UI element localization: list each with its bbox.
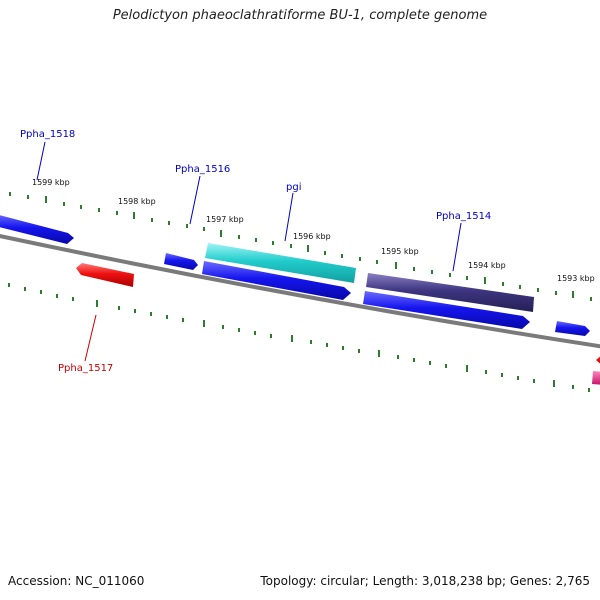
tick-label: 1599 kbp [32, 178, 70, 187]
leader-line [36, 141, 46, 181]
gene-red-right[interactable] [596, 353, 600, 367]
tick-label: 1593 kbp [557, 274, 595, 283]
tick-label: 1597 kbp [206, 215, 244, 224]
gene-ppha-1518[interactable] [0, 214, 74, 244]
gene-pgi[interactable] [205, 243, 356, 283]
gene-blue-right[interactable] [555, 321, 590, 336]
genome-summary: Topology: circular; Length: 3,018,238 bp… [260, 574, 590, 588]
gene-label-ppha-1517: Ppha_1517 [58, 363, 113, 374]
leader-line [452, 222, 462, 272]
gene-ppha-1517[interactable] [76, 263, 134, 287]
inner-tick-track [8, 283, 590, 392]
gene-ppha-1514[interactable] [366, 273, 534, 312]
gene-label-pgi: pgi [286, 182, 301, 193]
tick-label: 1598 kbp [118, 197, 156, 206]
leader-line [84, 314, 97, 362]
gene-blue-forward[interactable] [363, 291, 530, 329]
gene-pgi-partner[interactable] [202, 261, 351, 300]
gene-label-ppha-1514: Ppha_1514 [436, 211, 491, 222]
leader-line [284, 192, 294, 242]
gene-label-ppha-1516: Ppha_1516 [175, 164, 230, 175]
tick-label: 1595 kbp [381, 247, 419, 256]
gene-label-ppha-1518: Ppha_1518 [20, 129, 75, 140]
gene-features [0, 214, 600, 385]
tick-label: 1594 kbp [468, 261, 506, 270]
gene-magenta-right[interactable] [592, 371, 600, 385]
accession-text: Accession: NC_011060 [8, 574, 145, 588]
tick-label: 1596 kbp [293, 232, 331, 241]
kbp-tick-track [9, 192, 592, 301]
map-title: Pelodictyon phaeoclathratiforme BU-1, co… [112, 8, 488, 23]
genome-backbone [0, 234, 600, 349]
leader-line [189, 175, 201, 225]
gene-ppha-1516[interactable] [164, 253, 198, 270]
